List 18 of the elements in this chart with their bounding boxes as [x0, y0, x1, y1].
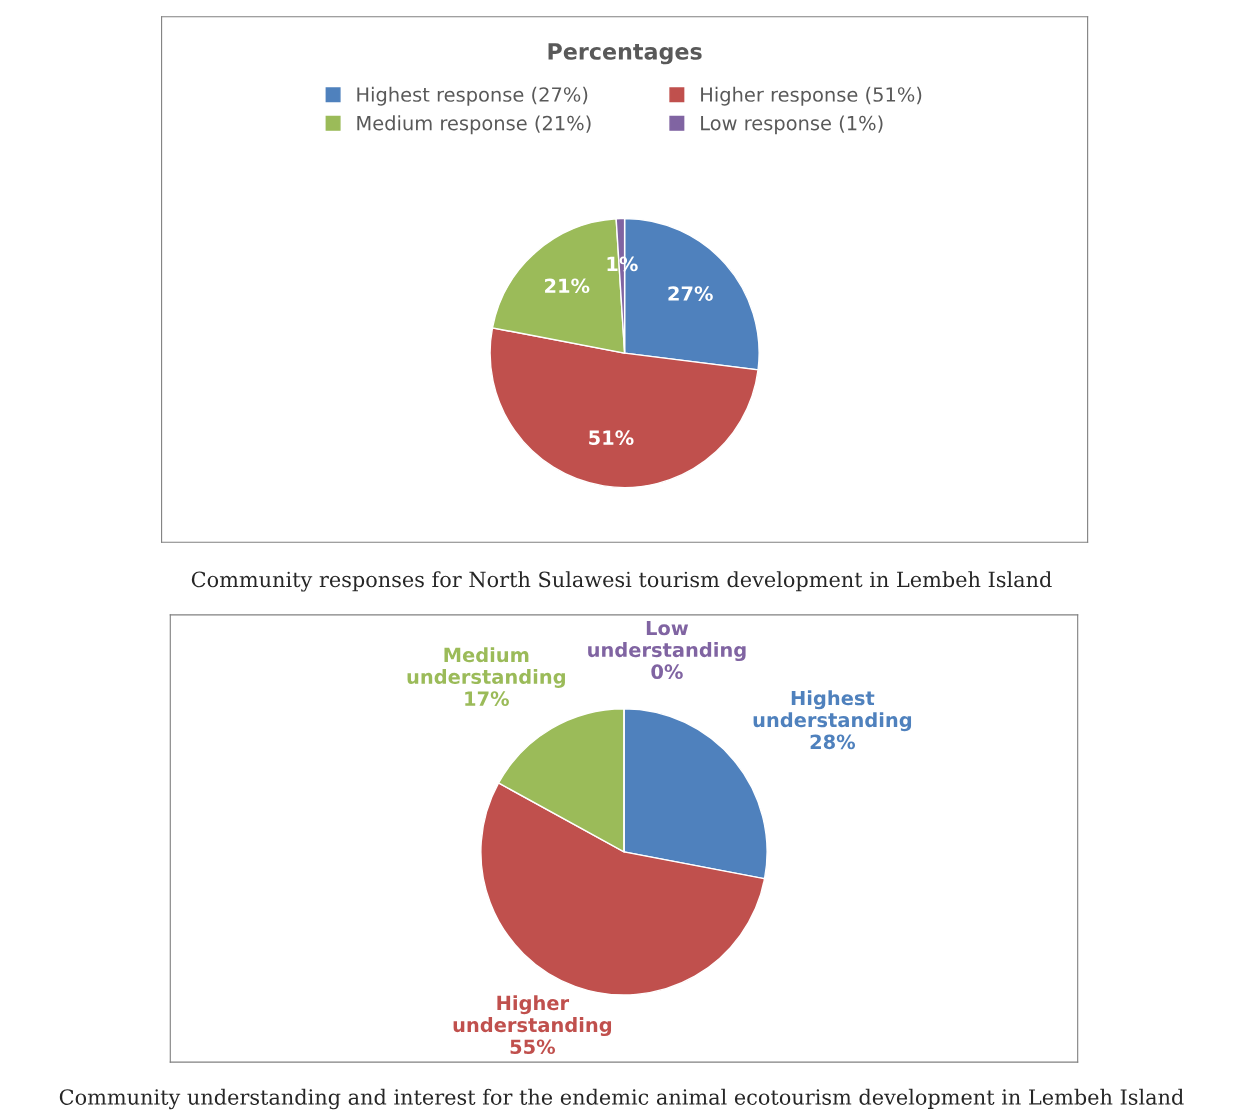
legend-label: Low response (1%) — [701, 115, 883, 135]
legend-label: Higher response (51%) — [701, 86, 922, 106]
text: Community understanding and interest for the endemic animal ecotourism development in Lembeh Island — [59, 1088, 1184, 1110]
slice-label: Higher understanding — [453, 995, 612, 1037]
data-label: 55% — [510, 1039, 556, 1055]
legend-label: Highest response (27%) — [357, 86, 588, 106]
slice-label: Medium understanding — [407, 647, 565, 688]
data-label: 28% — [810, 734, 856, 750]
text: Community responses for North Sulawesi tourism development in Lembeh Island — [191, 571, 1052, 592]
category-label: Low understanding — [588, 620, 746, 662]
legend-label: Medium response (21%) — [357, 115, 591, 135]
data-label: 51% — [589, 430, 634, 446]
chart-title: Percentages — [548, 43, 702, 65]
data-label: 27% — [668, 286, 713, 301]
data-label: 17% — [465, 691, 509, 706]
slice-label: Highest understanding — [753, 690, 912, 732]
text: 0% — [651, 664, 683, 680]
data-label: 21% — [545, 278, 590, 294]
